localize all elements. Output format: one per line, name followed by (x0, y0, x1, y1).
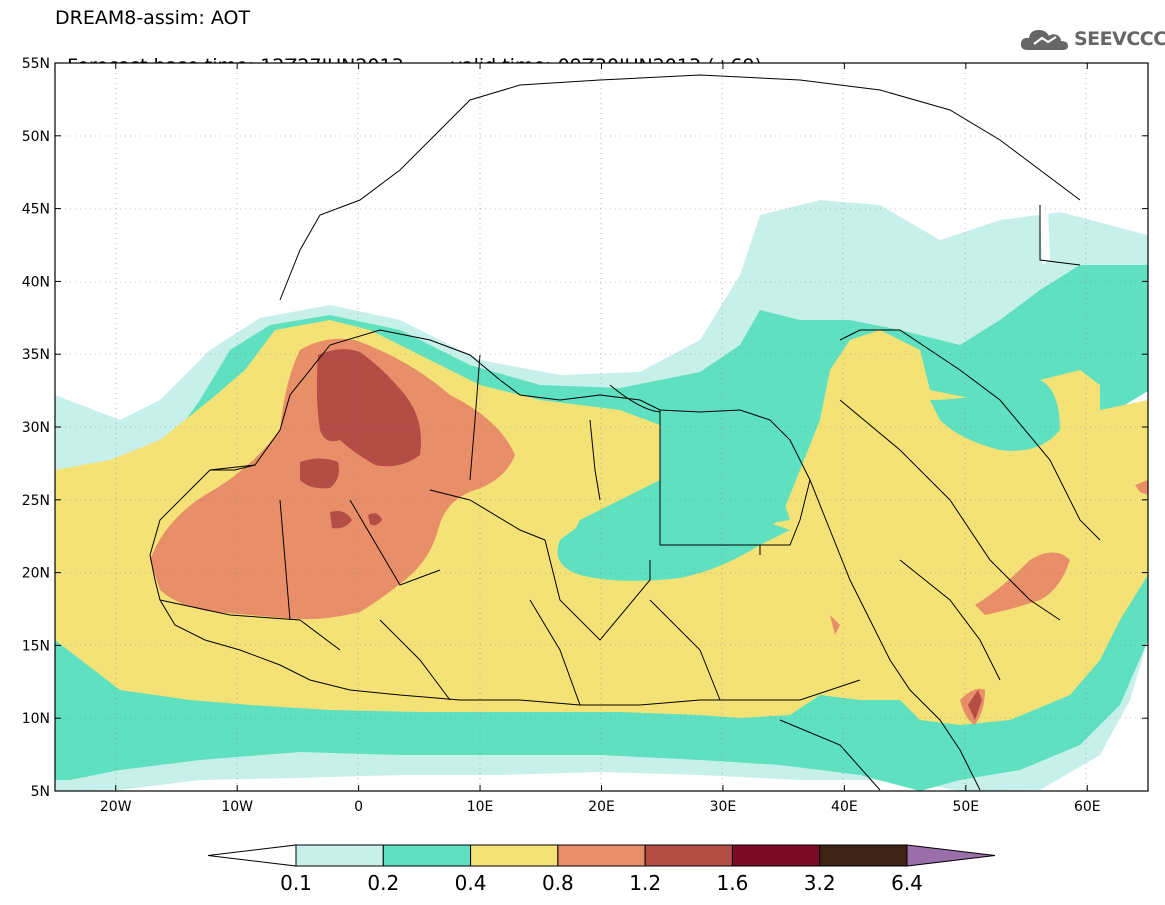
colorbar-label: 1.2 (629, 871, 662, 895)
logo-text: SEEVCCC (1074, 28, 1165, 50)
lat-label: 25N (22, 493, 50, 509)
lat-label: 10N (22, 711, 50, 727)
lat-label: 20N (22, 566, 50, 582)
colorbar (207, 844, 996, 867)
map-plot-area (55, 63, 1148, 791)
lat-label: 45N (22, 202, 50, 218)
colorbar-swatch (731, 844, 821, 867)
lat-label: 35N (22, 347, 50, 363)
seevccc-logo: SEEVCCC (1018, 22, 1165, 56)
aot-low-region (55, 63, 1148, 410)
lon-label: 10E (467, 799, 494, 815)
colorbar-label: 1.6 (716, 871, 749, 895)
lon-label: 40E (831, 799, 858, 815)
colorbar-swatch (819, 844, 908, 867)
colorbar-swatch (295, 844, 384, 867)
colorbar-label: 0.2 (367, 871, 400, 895)
colorbar-label: 0.4 (454, 871, 487, 895)
lon-label: 60E (1074, 799, 1101, 815)
lat-label: 15N (22, 638, 50, 654)
colorbar-swatch (557, 844, 646, 867)
colorbar-label: 6.4 (891, 871, 923, 895)
graticule (55, 63, 1148, 791)
colorbar-label: 0.1 (280, 871, 312, 895)
map-title: DREAM8-assim: AOT (55, 7, 251, 29)
colorbar-label: 0.8 (541, 871, 574, 895)
cloud-icon (1020, 30, 1068, 50)
lat-label: 5N (31, 784, 50, 800)
lon-label: 50E (952, 799, 979, 815)
colorbar-min-arrow (207, 844, 297, 867)
lat-label: 40N (22, 274, 50, 290)
colorbar-max-arrow (906, 844, 996, 867)
lon-label: 20W (100, 799, 132, 815)
colorbar-swatch (382, 844, 472, 867)
lon-label: 20E (588, 799, 615, 815)
lon-label: 30E (710, 799, 737, 815)
lat-label: 30N (22, 420, 50, 436)
aot-contour-0.2-inner (557, 380, 1060, 581)
colorbar-label: 3.2 (803, 871, 836, 895)
lat-label: 50N (22, 129, 50, 145)
lon-label: 10W (221, 799, 253, 815)
aot-contour-1.2 (300, 349, 982, 720)
colorbar-swatch (644, 844, 733, 867)
lat-label: 55N (22, 56, 50, 72)
lon-label: 0 (354, 799, 363, 815)
latitude-axis: 55N 50N 45N 40N 35N 30N 25N 20N 15N 10N 5N (22, 56, 1148, 800)
colorbar-swatch (470, 844, 559, 867)
longitude-axis: 20W 10W 0 10E 20E 30E 40E 50E 60E (100, 63, 1101, 815)
